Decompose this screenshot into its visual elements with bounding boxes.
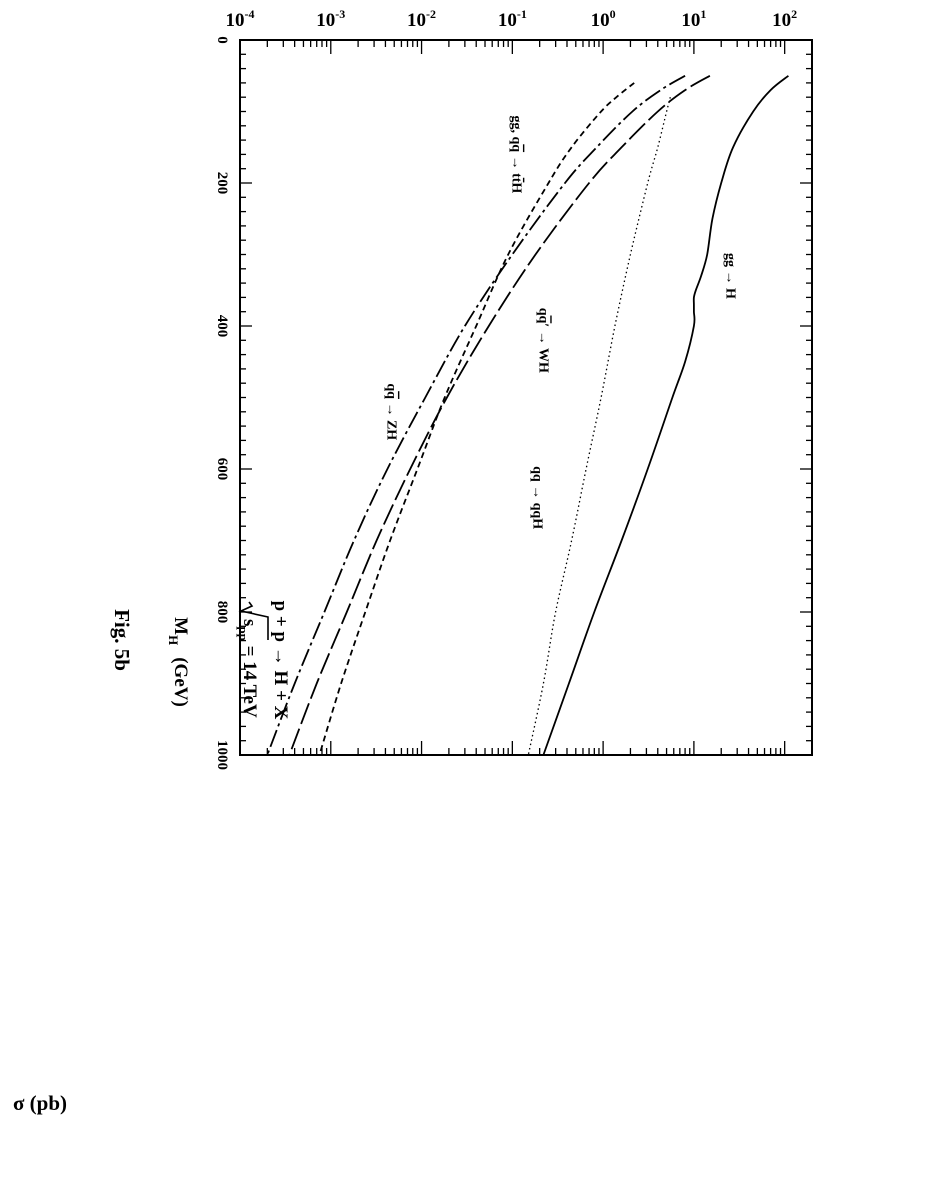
figure-caption: Fig. 5b xyxy=(110,609,134,671)
y-tick-label: 101 xyxy=(681,7,706,31)
annotation-ann_ggH: gg → H xyxy=(723,253,738,299)
energy-label-s: s xyxy=(239,619,260,626)
process-label: p + p → H + X xyxy=(270,601,291,720)
svg-text:101: 101 xyxy=(681,7,706,31)
y-axis-title: σ (pb) xyxy=(13,1091,67,1115)
svg-text:10-2: 10-2 xyxy=(407,7,436,31)
x-tick-label: 1000 xyxy=(214,740,230,770)
x-tick-label: 800 xyxy=(214,601,230,624)
annotation-ann_WH: qq′ → WH xyxy=(536,308,551,373)
svg-text:102: 102 xyxy=(772,7,797,31)
curve-annotations: gg → H qq → qqH qq′ → WH qq → ZH gg, qq → tt… xyxy=(383,115,737,529)
y-tick-label: 10-1 xyxy=(498,7,527,31)
series-line-ggH xyxy=(542,75,789,756)
svg-text:spp = 14 TeV: spp = 14 TeV xyxy=(236,619,260,718)
svg-text:10-3: 10-3 xyxy=(316,7,345,31)
x-tick-label: 600 xyxy=(214,458,230,481)
annotation-ann_ttH: gg, qq → ttH xyxy=(508,115,523,193)
x-tick-label: 0 xyxy=(214,36,230,44)
series-line-ZH xyxy=(266,75,686,756)
y-tick-label: 10-3 xyxy=(316,7,345,31)
annotation-ann_ZH: qq → ZH xyxy=(383,383,398,440)
y-tick-label: 10-4 xyxy=(226,7,255,31)
x-axis-title: MH(GeV) xyxy=(166,617,191,707)
y-tick-label: 102 xyxy=(772,7,797,31)
rotated-figure: 0 200 400 600 800 1000 102 101 100 10-1 10-2 10-3 10… xyxy=(13,7,813,1115)
x-tick-label: 200 xyxy=(214,172,230,195)
series-line-WH xyxy=(288,75,711,756)
series-line-qqH xyxy=(527,97,671,756)
energy-label: spp = 14 TeV xyxy=(236,601,269,718)
energy-label-sub: pp xyxy=(236,626,251,640)
svg-text:10-1: 10-1 xyxy=(498,7,527,31)
series-line-ttH xyxy=(318,82,635,756)
annotation-ann_qqH: qq → qqH xyxy=(529,466,544,529)
series-curves xyxy=(266,75,789,756)
x-tick-label: 400 xyxy=(214,315,230,338)
y-tick-label: 10-2 xyxy=(407,7,436,31)
axis-ticks xyxy=(239,39,813,756)
tick-labels: 0 200 400 600 800 1000 102 101 100 10-1 10-2 10-3 10… xyxy=(214,7,797,770)
plot-frame xyxy=(239,39,813,756)
energy-label-value: = 14 TeV xyxy=(239,641,260,718)
svg-text:10-4: 10-4 xyxy=(226,7,255,31)
sqrt-sign-icon xyxy=(238,601,269,640)
y-tick-label: 100 xyxy=(591,7,616,31)
svg-text:100: 100 xyxy=(591,7,616,31)
